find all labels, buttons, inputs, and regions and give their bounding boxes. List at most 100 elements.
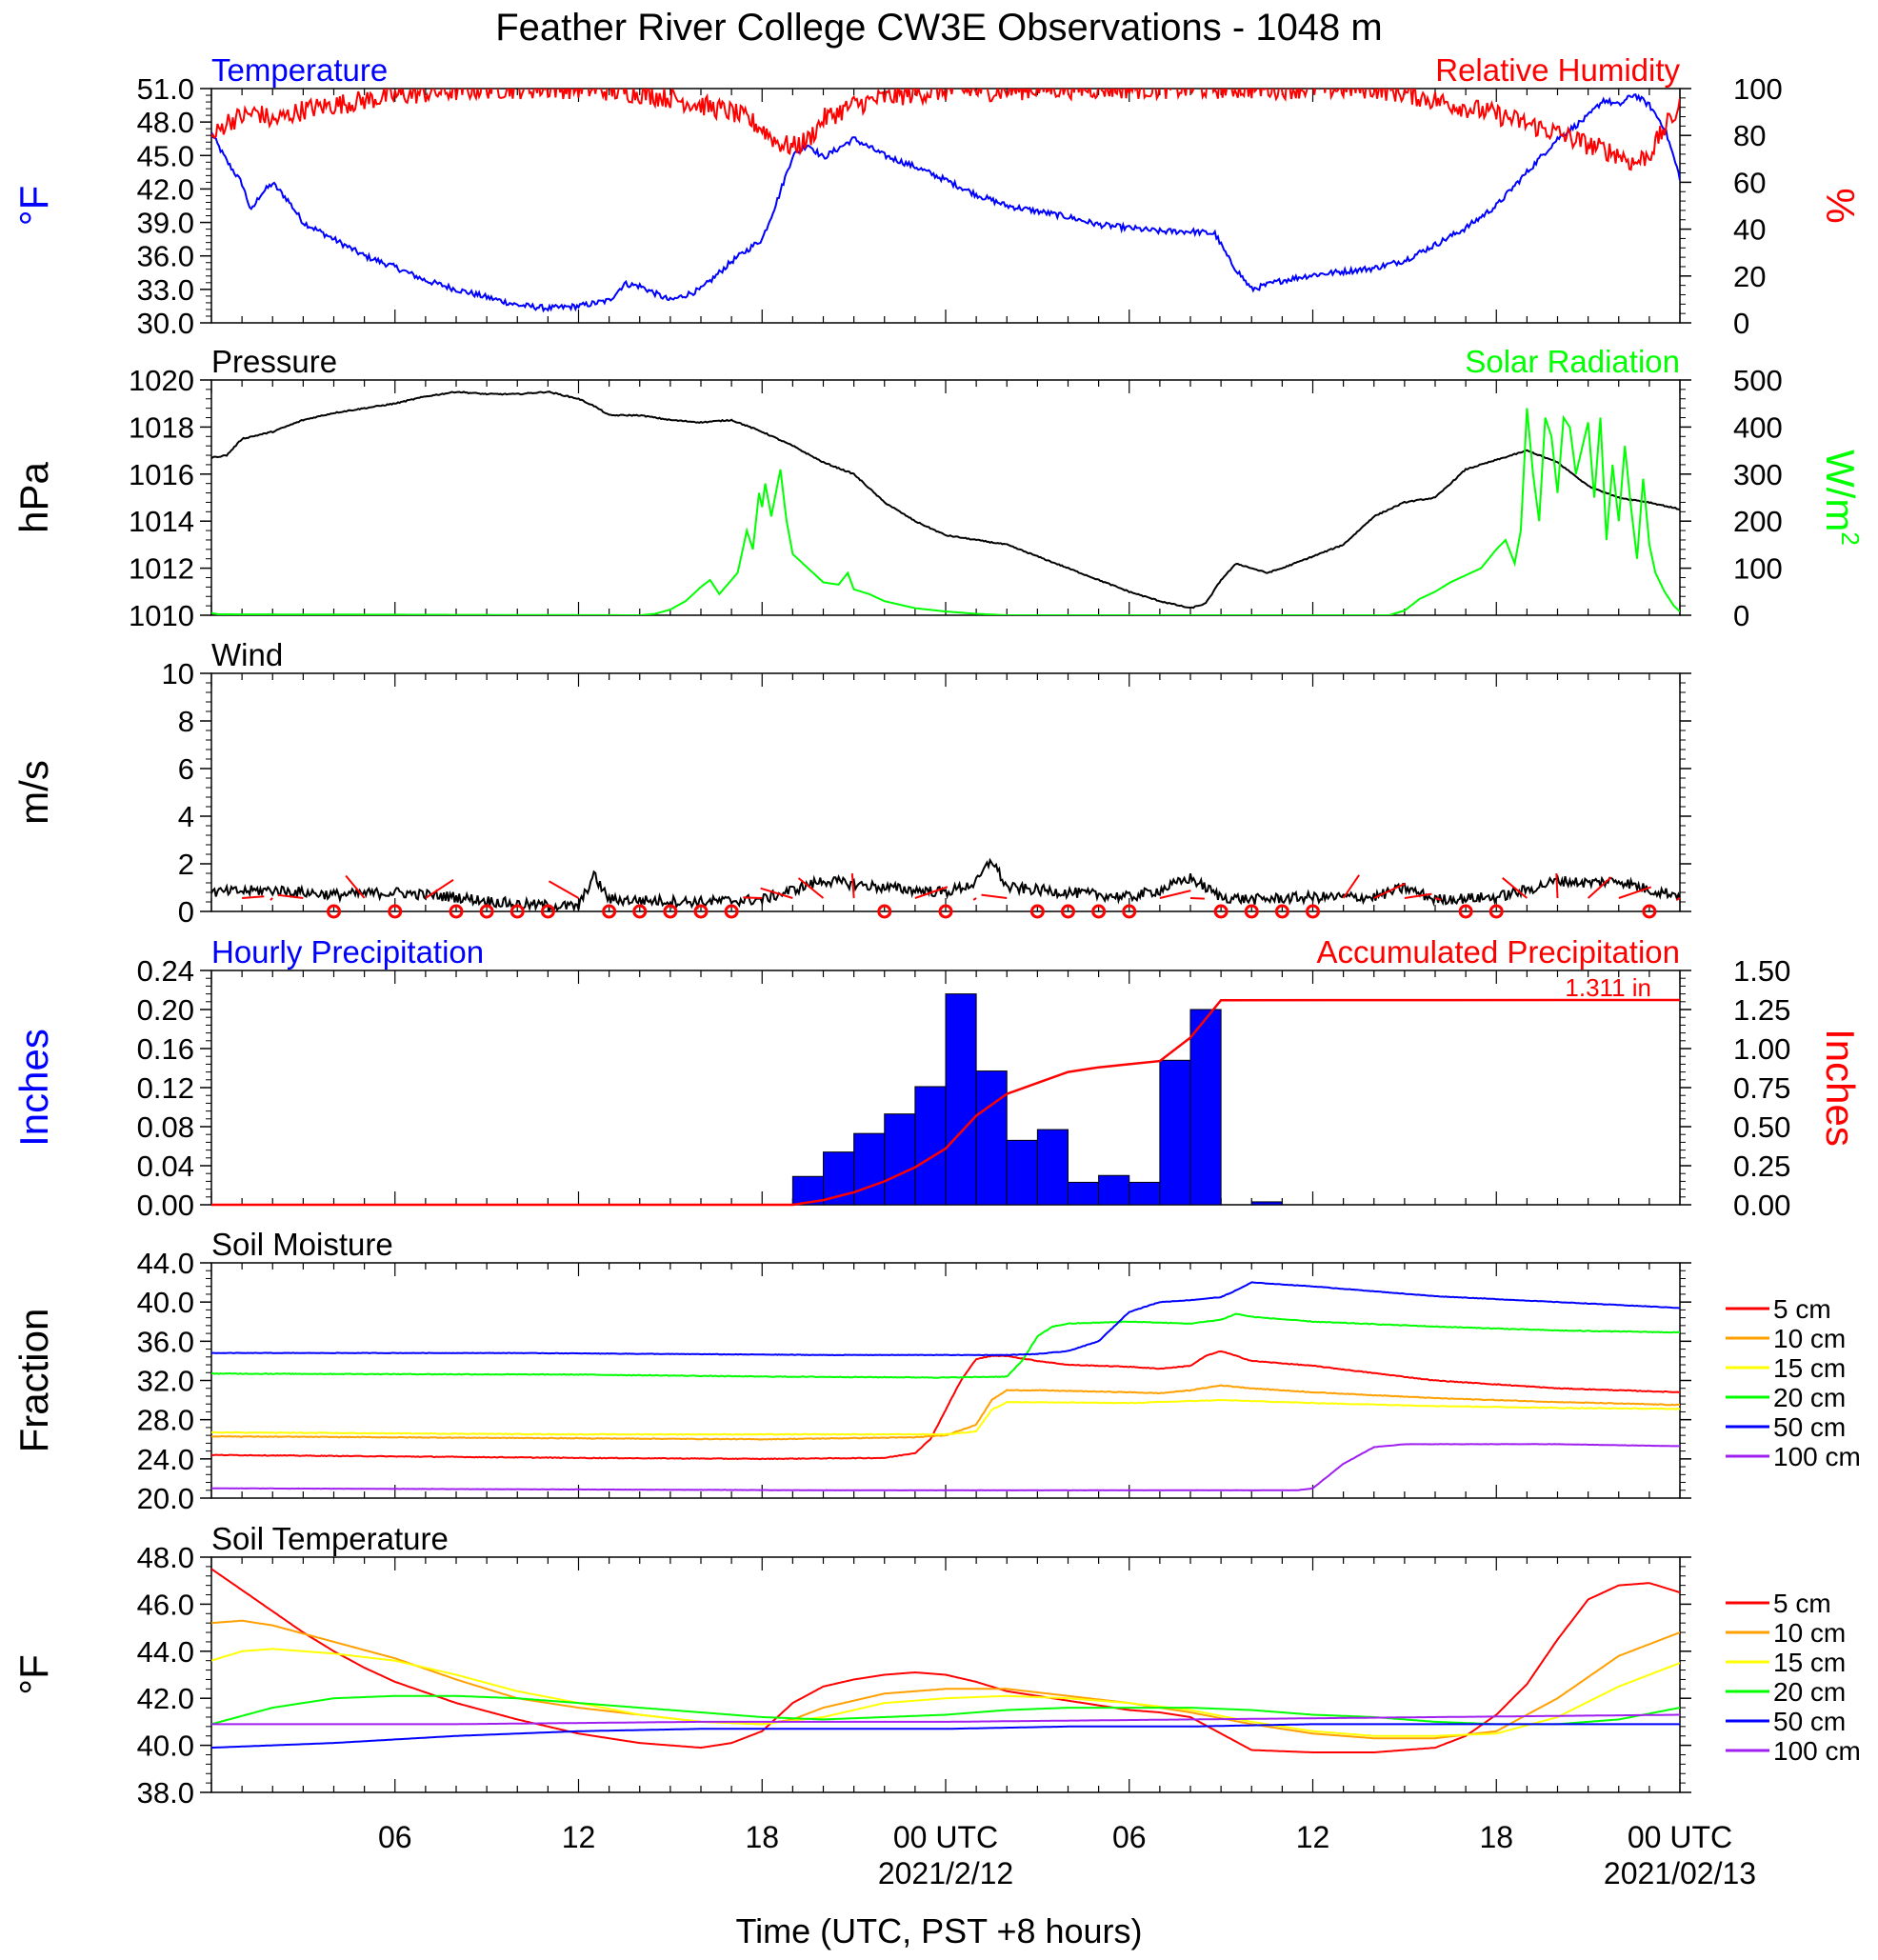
- calm-wind-marker: [602, 904, 617, 919]
- y-axis-label: hPa: [11, 461, 56, 532]
- legend-label: 5 cm: [1773, 1589, 1831, 1618]
- y-tick-label: 36.0: [137, 1325, 194, 1358]
- y-tick-label: 36.0: [137, 240, 194, 273]
- calm-wind-marker: [327, 904, 341, 919]
- wind-barb: [1618, 886, 1652, 899]
- precip-bar: [1068, 1181, 1100, 1206]
- y-right-tick-label: 500: [1733, 364, 1783, 397]
- y-tick-label: 6: [178, 752, 194, 786]
- calm-wind-marker: [509, 904, 525, 919]
- wind-barb: [242, 895, 265, 899]
- legend-label: 50 cm: [1773, 1412, 1846, 1442]
- legend-label: 10 cm: [1773, 1324, 1846, 1353]
- x-tick-label: 18: [745, 1820, 779, 1854]
- y-tick-label: 0.08: [137, 1110, 194, 1144]
- y-tick-label: 0.00: [137, 1189, 194, 1222]
- x-tick-label: 06: [378, 1820, 412, 1854]
- y-axis-right-label: W/m2: [1818, 450, 1865, 546]
- panel-left-title: Wind: [211, 637, 283, 672]
- y-tick-label: 44.0: [137, 1247, 194, 1280]
- wind-barb: [345, 874, 366, 899]
- calm-wind-marker: [877, 904, 892, 919]
- legend-label: 15 cm: [1773, 1353, 1846, 1383]
- y-tick-label: 0.16: [137, 1032, 194, 1066]
- y-tick-label: 30.0: [137, 307, 194, 340]
- panel-right-title: Accumulated Precipitation: [1316, 934, 1680, 970]
- panel-temperature-rh: 30.033.036.039.042.045.048.051.0 0 20 40 60 8…: [11, 52, 1863, 340]
- y-tick-label: 2: [178, 848, 194, 881]
- wind-barb: [425, 878, 454, 899]
- x-tick-date-label: 2021/2/12: [878, 1856, 1013, 1890]
- calm-wind-marker: [1488, 904, 1504, 919]
- y-axis-label: Fraction: [11, 1309, 56, 1453]
- panels: 30.033.036.039.042.045.048.051.002040608…: [11, 52, 1865, 1810]
- legend-label: 100 cm: [1773, 1736, 1861, 1766]
- calm-wind-marker: [388, 904, 403, 919]
- plot-frame: [210, 672, 1681, 912]
- x-tick-label: 00 UTC: [1628, 1820, 1732, 1854]
- calm-wind-marker: [1091, 904, 1107, 919]
- y-tick-label: 10: [162, 657, 194, 690]
- y-right-tick-label: 0.50: [1733, 1110, 1790, 1144]
- y-right-tick-label: 0.75: [1733, 1071, 1790, 1105]
- y-right-tick-label: 1.50: [1733, 954, 1790, 988]
- plot-frame: [210, 88, 1681, 324]
- series-line: [211, 390, 1680, 610]
- x-tick-label: 18: [1479, 1820, 1513, 1854]
- wind-barb: [548, 880, 579, 899]
- y-right-tick-label: 100: [1733, 72, 1783, 106]
- wind-barb: [270, 897, 273, 901]
- y-right-tick-label: 100: [1733, 552, 1783, 586]
- y-right-tick-label: 20: [1733, 260, 1766, 293]
- calm-wind-marker: [663, 904, 678, 919]
- wind-barb: [972, 897, 977, 901]
- precip-bar: [914, 1086, 947, 1206]
- wind-barb: [914, 886, 949, 899]
- y-tick-label: 0.04: [137, 1150, 194, 1183]
- y-tick-label: 1020: [129, 364, 194, 397]
- y-right-tick-label: 300: [1733, 458, 1783, 491]
- y-axis-label: °F: [11, 186, 56, 226]
- series-line-50cm: [211, 1281, 1680, 1357]
- y-right-tick-label: 1.25: [1733, 993, 1790, 1027]
- wind-barb: [1373, 882, 1407, 899]
- series-line-20cm: [211, 1694, 1680, 1726]
- precip-bar: [1189, 1009, 1222, 1206]
- accumulated-precip-line: [211, 998, 1681, 1207]
- legend-label: 20 cm: [1773, 1383, 1846, 1412]
- y-tick-label: 20.0: [137, 1482, 194, 1515]
- series-line-5cm: [211, 1568, 1680, 1753]
- y-right-tick-label: 1.00: [1733, 1032, 1790, 1066]
- y-tick-label: 24.0: [137, 1443, 194, 1476]
- calm-wind-marker: [1306, 904, 1320, 919]
- legend-label: 10 cm: [1773, 1618, 1846, 1648]
- y-tick-label: 0.12: [137, 1071, 194, 1105]
- y-tick-label: 1012: [129, 552, 194, 586]
- calm-wind-marker: [1061, 904, 1075, 919]
- y-right-tick-label: 0: [1733, 599, 1749, 632]
- y-tick-label: 40.0: [137, 1286, 194, 1319]
- x-tick-label: 12: [562, 1820, 596, 1854]
- y-tick-label: 28.0: [137, 1404, 194, 1437]
- series-line-5cm: [211, 1350, 1680, 1461]
- calm-wind-marker: [1458, 904, 1473, 919]
- panel-left-title: Pressure: [211, 344, 337, 379]
- precip-bar: [884, 1113, 916, 1206]
- precip-bar: [1098, 1174, 1130, 1206]
- y-tick-label: 40.0: [137, 1730, 194, 1763]
- y-tick-label: 4: [178, 800, 194, 833]
- wind-barb: [1434, 897, 1442, 901]
- y-tick-label: 39.0: [137, 207, 194, 240]
- wind-barb: [1404, 892, 1432, 899]
- panel-soil-temperature: 38.0 40.0 42.0 44.0 46.0 48.0 Soil Temperature…: [11, 1521, 1861, 1810]
- y-right-tick-label: 60: [1733, 166, 1766, 199]
- legend-label: 5 cm: [1773, 1294, 1831, 1324]
- y-axis-right-label: %: [1818, 188, 1863, 223]
- precip-bar: [1006, 1139, 1038, 1206]
- panel-wind: 0 2 4 6 8 10 Wind m/s: [11, 637, 1691, 929]
- legend-label: 50 cm: [1773, 1707, 1846, 1736]
- wind-barb: [1342, 874, 1360, 899]
- panel-soil-moisture: 20.0 24.0 28.0 32.0 36.0 40.0 44.0 Soil Moistur…: [11, 1227, 1861, 1515]
- wind-barb: [743, 896, 763, 899]
